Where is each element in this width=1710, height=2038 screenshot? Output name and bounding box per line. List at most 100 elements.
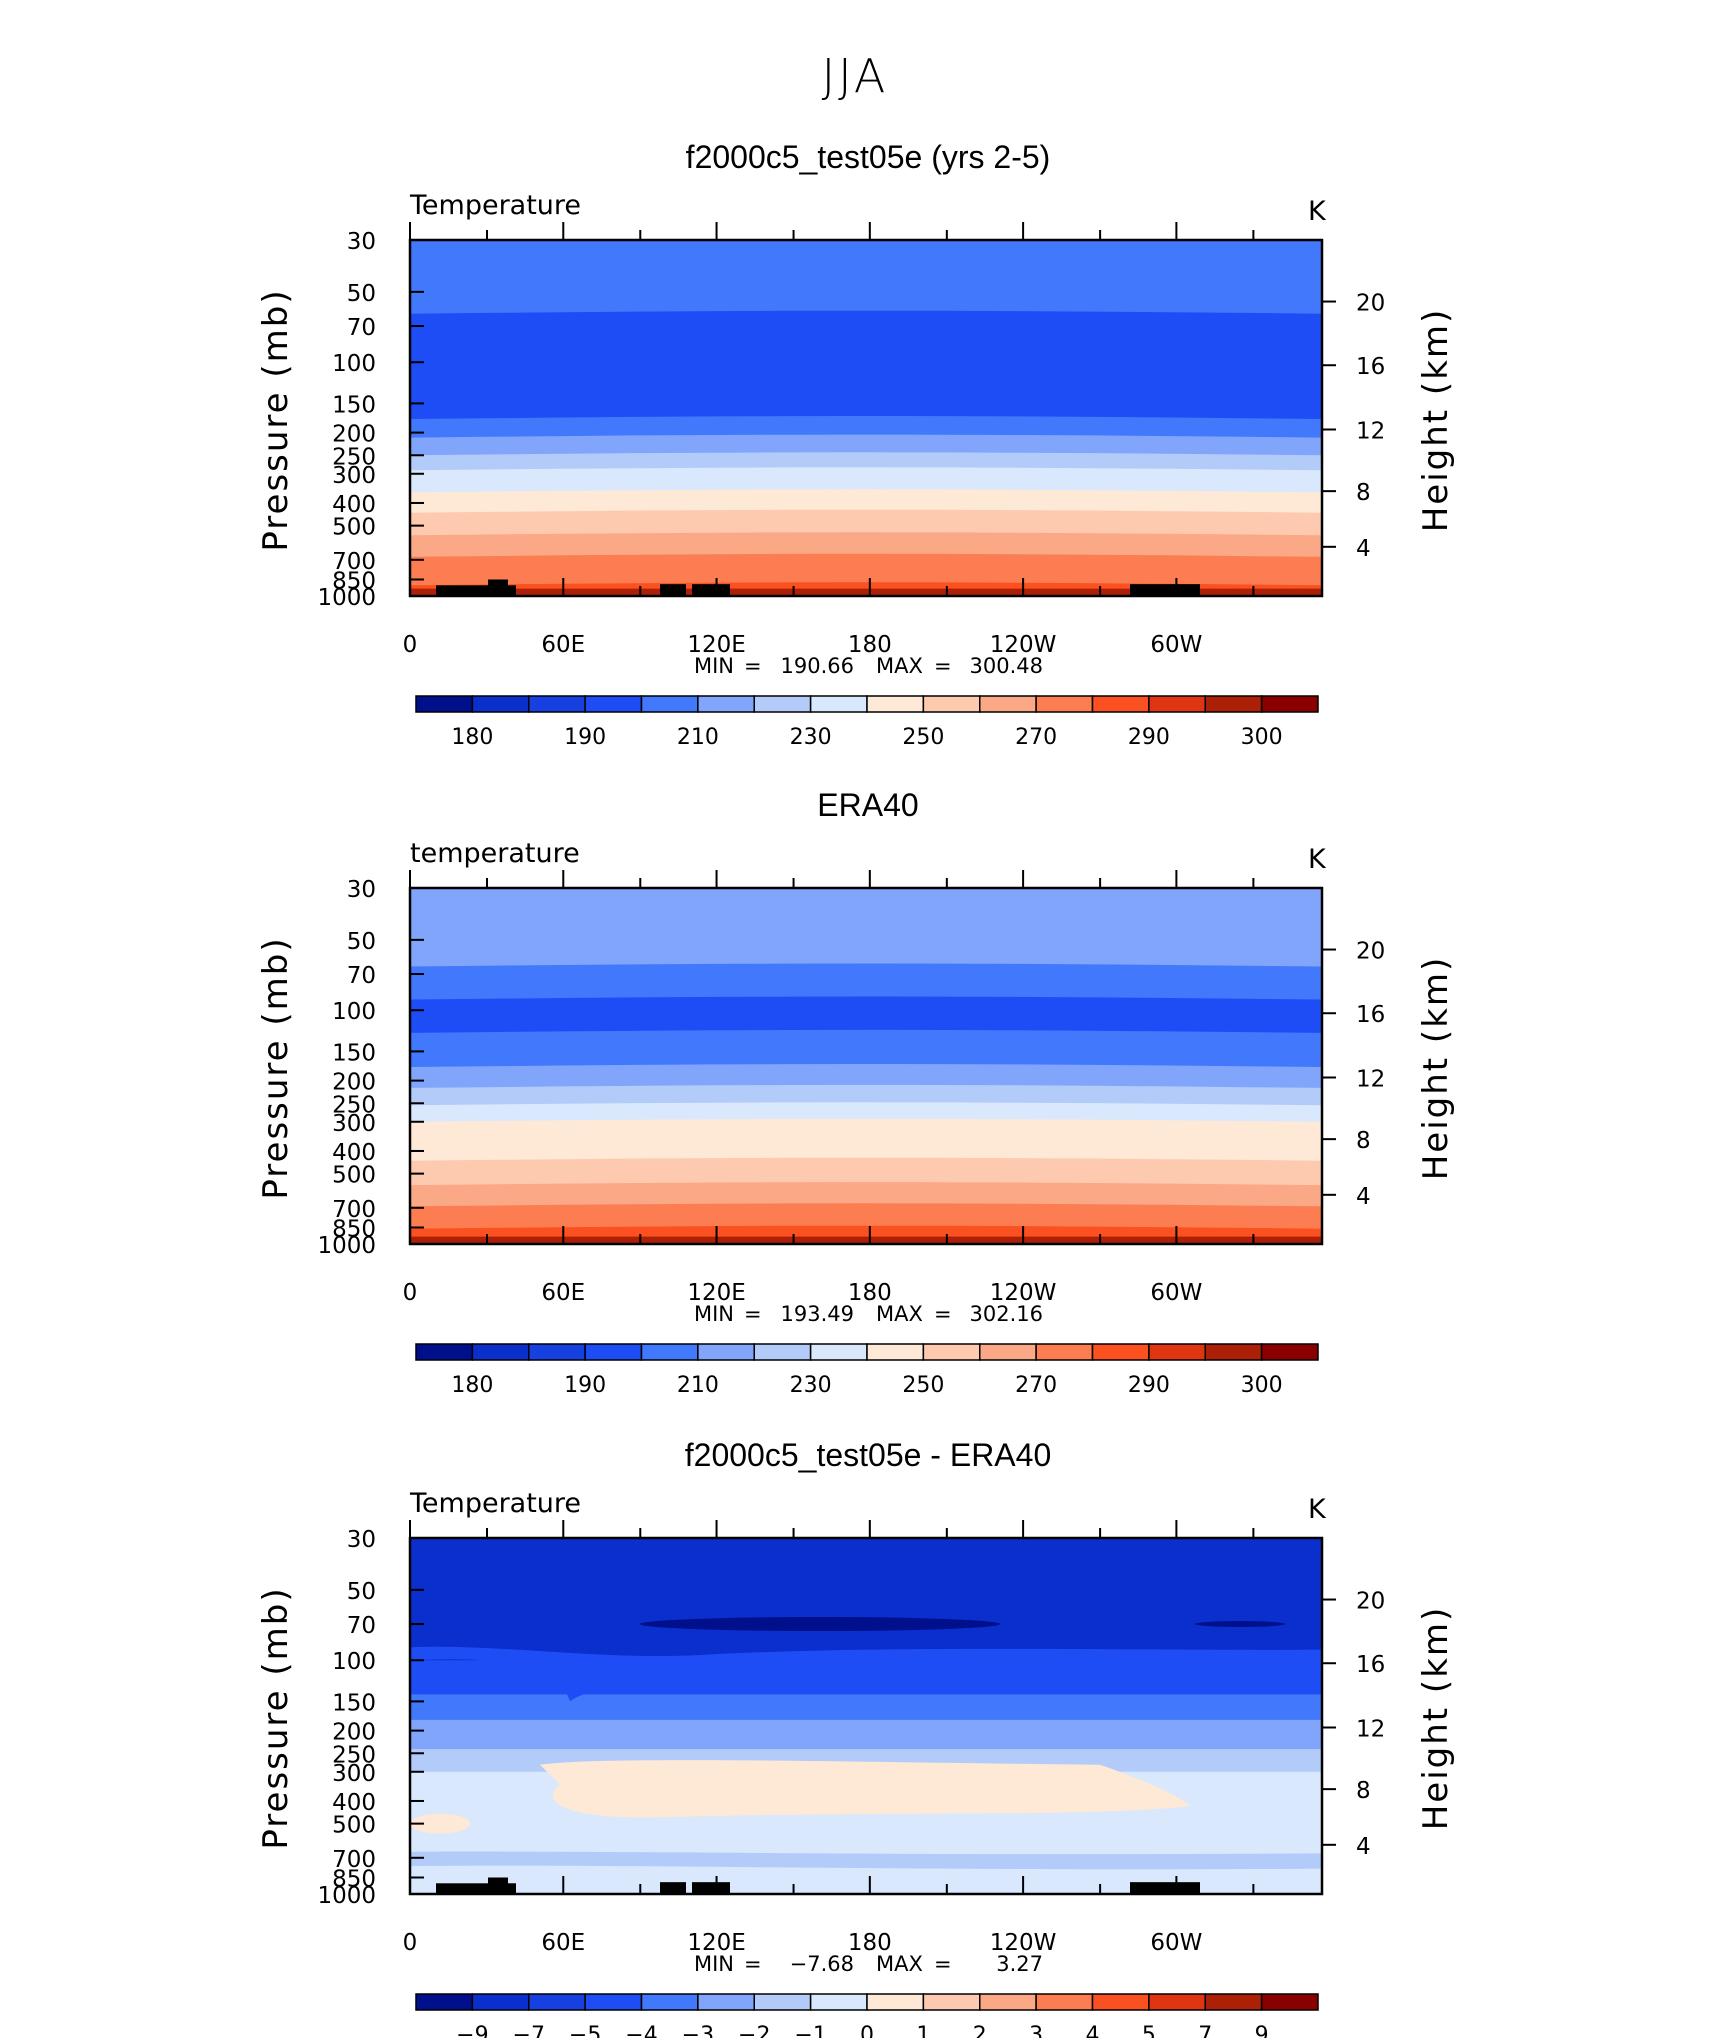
contour-band <box>410 278 1322 315</box>
y-tick-label: 70 <box>347 315 376 341</box>
x-tick-label: 0 <box>403 632 418 658</box>
diff-min-streak <box>640 1617 1000 1632</box>
panel-title: f2000c5_test05e - ERA40 <box>685 1437 1051 1473</box>
contour-band-surface <box>410 1236 1322 1244</box>
y-tick-label: 250 <box>332 444 376 470</box>
y2-tick-label: 12 <box>1356 419 1385 445</box>
contour-field <box>410 888 1322 1244</box>
topography-block <box>1130 1882 1200 1895</box>
x-tick-label: 60E <box>541 632 585 658</box>
max-label: MAX <box>876 654 923 678</box>
max-value: 302.16 <box>970 1302 1043 1326</box>
min-eq: = <box>744 1302 762 1326</box>
diff-top-dark <box>410 1538 1322 1657</box>
contour-band <box>410 1084 1322 1107</box>
colorbar-label: 290 <box>1128 1373 1170 1398</box>
diff-min-streak-2 <box>1195 1621 1285 1628</box>
y-tick-label: 300 <box>332 1761 376 1787</box>
colorbar-swatch <box>584 1343 643 1361</box>
contour-band <box>410 963 1322 1001</box>
colorbar-label: 9 <box>1255 2023 1269 2038</box>
y-tick-label: 250 <box>332 1742 376 1768</box>
y-tick-label: 50 <box>347 1579 376 1605</box>
x-tick-label: 180 <box>848 1930 892 1956</box>
contour-band <box>410 553 1322 587</box>
colorbar-swatch <box>697 1343 755 1361</box>
colorbar-label: 230 <box>790 1373 832 1398</box>
contour-band <box>410 1029 1322 1069</box>
colorbar-label: 1 <box>916 2023 930 2038</box>
colorbar-label: 5 <box>1142 2023 1156 2038</box>
y-axis-title: Pressure (mb) <box>256 936 296 1199</box>
contour-band <box>410 1203 1322 1230</box>
y2-tick-label: 4 <box>1356 536 1371 562</box>
colorbar-swatch <box>584 695 643 713</box>
colorbar-swatch <box>1035 1343 1094 1361</box>
colorbar-swatch <box>753 1993 812 2011</box>
contour-band <box>410 467 1322 494</box>
colorbar-swatch <box>415 1993 474 2011</box>
x-tick-label: 180 <box>848 1280 892 1306</box>
colorbar-label: 190 <box>564 1373 606 1398</box>
colorbar-swatch <box>1260 1993 1319 2011</box>
y-tick-label: 30 <box>347 877 376 903</box>
colorbar-label: 270 <box>1015 725 1057 750</box>
y-tick-label: 300 <box>332 463 376 489</box>
y2-tick-label: 8 <box>1356 480 1371 506</box>
plot-frame <box>408 886 1324 1246</box>
units-label: K <box>1308 196 1327 227</box>
min-value: −7.68 <box>790 1952 854 1976</box>
y2-tick-label: 8 <box>1356 1128 1371 1154</box>
contour-band <box>410 452 1322 472</box>
min-eq: = <box>744 654 762 678</box>
min-label: MIN <box>694 1952 734 1976</box>
contour-band <box>410 389 1322 421</box>
x-tick-label: 120E <box>687 1280 745 1306</box>
colorbar-swatch <box>584 1993 643 2011</box>
y2-tick-label: 16 <box>1356 354 1385 380</box>
colorbar-swatch <box>922 695 981 713</box>
y-tick-label: 150 <box>332 1690 376 1716</box>
y-tick-label: 250 <box>332 1092 376 1118</box>
y-tick-label: 850 <box>332 569 376 595</box>
colorbar-swatch <box>528 695 586 713</box>
topography-block <box>488 579 508 597</box>
topography-block <box>1130 584 1200 597</box>
y-tick-label: 30 <box>347 1527 376 1553</box>
colorbar-swatch <box>809 695 868 713</box>
y-tick-label: 400 <box>332 1790 376 1816</box>
colorbar-label: 210 <box>677 725 719 750</box>
max-eq: = <box>934 1302 952 1326</box>
colorbar-swatch <box>866 1993 925 2011</box>
x-tick-label: 0 <box>403 1280 418 1306</box>
colorbar-swatch <box>979 695 1037 713</box>
y-tick-label: 200 <box>332 1720 376 1746</box>
contour-field <box>410 240 1322 596</box>
colorbar-label: −1 <box>794 2023 826 2038</box>
colorbar-label: 270 <box>1015 1373 1057 1398</box>
y2-axis-title: Height (km) <box>1416 308 1456 533</box>
y2-tick-label: 12 <box>1356 1717 1385 1743</box>
contour-band <box>410 240 1322 283</box>
y-tick-label: 100 <box>332 1649 376 1675</box>
colorbar-swatch <box>1035 695 1094 713</box>
max-eq: = <box>934 1952 952 1976</box>
contour-band <box>410 489 1322 514</box>
plot-frame <box>408 238 1324 598</box>
colorbar-swatch <box>809 1993 868 2011</box>
max-value: 300.48 <box>970 654 1043 678</box>
colorbar-swatch <box>1260 1343 1319 1361</box>
colorbar-label: 3 <box>1029 2023 1043 2038</box>
colorbar-label: 180 <box>451 1373 493 1398</box>
y-tick-label: 100 <box>332 351 376 377</box>
y2-axis-title: Height (km) <box>1416 956 1456 1181</box>
x-tick-label: 120W <box>990 1280 1057 1306</box>
y-tick-label: 50 <box>347 929 376 955</box>
x-tick-label: 60E <box>541 1930 585 1956</box>
contour-band <box>410 310 1322 394</box>
figure-title: JJA <box>822 49 889 103</box>
y2-tick-label: 4 <box>1356 1834 1371 1860</box>
y-tick-label: 70 <box>347 963 376 989</box>
colorbar-swatch <box>1148 695 1206 713</box>
